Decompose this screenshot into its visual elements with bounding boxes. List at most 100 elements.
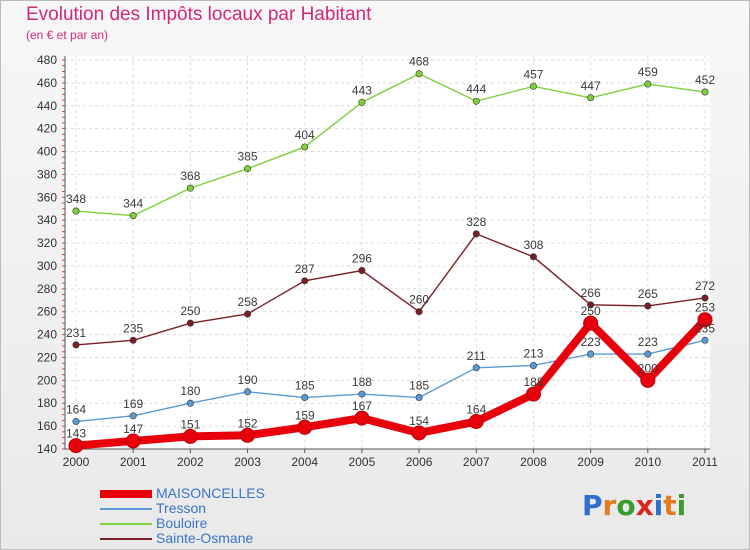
data-label-maisoncelles: 188 [523,375,543,389]
data-label-maisoncelles: 167 [352,399,372,413]
data-label-bouloire: 344 [123,197,143,211]
data-label-bouloire: 447 [581,79,601,93]
series-line-tresson [75,339,706,423]
data-point-bouloire [587,94,595,102]
data-label-sainte-osmane: 328 [466,215,486,229]
y-tick-label: 140 [37,442,57,456]
legend-label: Bouloire [156,515,208,531]
data-point-sainte-osmane [644,302,652,310]
y-tick-label: 180 [37,396,57,410]
legend-swatch [100,508,152,510]
data-point-tresson [301,394,309,402]
data-label-maisoncelles: 253 [695,301,715,315]
data-point-maisoncelles [240,427,256,443]
data-label-maisoncelles: 159 [295,408,315,422]
logo-letter: t [663,489,677,522]
logo-letter: r [602,489,617,522]
legend-swatch [100,490,152,498]
data-point-maisoncelles [640,372,656,388]
data-point-tresson [587,350,595,358]
x-tick-label: 2002 [177,455,204,469]
series-line-sainte-osmane [75,233,706,346]
chart-subtitle: (en € et par an) [26,28,109,42]
legend-item: Tresson [100,501,320,516]
x-tick-label: 2004 [291,455,318,469]
y-tick-label: 400 [37,145,57,159]
y-tick-label: 300 [37,259,57,273]
data-point-sainte-osmane [587,301,595,309]
y-tick-label: 200 [37,373,57,387]
chart-legend: MAISONCELLES Tresson Bouloire Sainte-Osmane [100,486,320,546]
data-label-maisoncelles: 152 [238,416,258,430]
data-point-bouloire [701,88,709,96]
data-label-bouloire: 368 [180,169,200,183]
logo-letter: P [582,489,603,522]
y-tick-label: 320 [37,236,57,250]
data-label-sainte-osmane: 235 [123,321,143,335]
data-label-bouloire: 444 [466,82,486,96]
logo-letter: i [676,489,687,522]
data-point-bouloire [72,207,80,215]
y-tick-label: 480 [37,53,57,67]
data-label-maisoncelles: 143 [66,427,86,441]
data-point-sainte-osmane [701,294,709,302]
data-label-sainte-osmane: 265 [638,287,658,301]
data-point-bouloire [186,184,194,192]
data-label-tresson: 185 [295,379,315,393]
legend-item: Bouloire [100,516,320,531]
data-point-maisoncelles [697,312,713,328]
x-tick-label: 2001 [120,455,147,469]
data-point-sainte-osmane [301,277,309,285]
x-tick-label: 2011 [692,455,718,469]
x-tick-label: 2006 [406,455,433,469]
data-label-maisoncelles: 200 [638,361,658,375]
data-point-sainte-osmane [244,310,252,318]
data-label-sainte-osmane: 266 [581,286,601,300]
x-tick-label: 2008 [520,455,547,469]
legend-item: Sainte-Osmane [100,531,320,546]
chart-title: Evolution des Impôts locaux par Habitant [26,4,372,25]
y-tick-label: 260 [37,305,57,319]
legend-swatch [100,538,152,540]
legend-swatch [100,523,152,525]
data-label-sainte-osmane: 308 [523,238,543,252]
x-tick-label: 2005 [349,455,376,469]
data-point-bouloire [358,98,366,106]
data-point-maisoncelles [125,433,141,449]
data-label-tresson: 185 [409,379,429,393]
data-label-sainte-osmane: 250 [180,304,200,318]
data-label-tresson: 164 [66,403,86,417]
legend-label: Sainte-Osmane [156,530,254,546]
legend-label: MAISONCELLES [156,485,265,501]
y-tick-label: 160 [37,419,57,433]
data-point-tresson [358,390,366,398]
logo-letter: o [616,489,636,522]
data-label-sainte-osmane: 231 [66,326,86,340]
series-line-maisoncelles [72,315,709,450]
data-label-tresson: 180 [180,384,200,398]
x-tick-label: 2010 [634,455,661,469]
data-point-bouloire [244,165,252,173]
data-point-tresson [129,412,137,420]
data-point-sainte-osmane [186,319,194,327]
data-label-bouloire: 459 [638,65,658,79]
series-line-bouloire [75,72,706,217]
x-tick-label: 2007 [463,455,490,469]
data-point-tresson [72,418,80,426]
data-label-bouloire: 385 [238,150,258,164]
y-tick-label: 440 [37,99,57,113]
data-point-maisoncelles [525,386,541,402]
x-tick-label: 2003 [234,455,261,469]
y-tick-label: 340 [37,213,57,227]
data-point-maisoncelles [182,428,198,444]
x-tick-label: 2009 [577,455,604,469]
data-point-maisoncelles [583,315,599,331]
data-point-maisoncelles [468,414,484,430]
data-label-maisoncelles: 147 [123,422,143,436]
y-tick-label: 240 [37,328,57,342]
data-point-sainte-osmane [415,308,423,316]
data-point-sainte-osmane [72,341,80,349]
data-label-bouloire: 443 [352,83,372,97]
data-label-tresson: 223 [581,335,601,349]
y-tick-label: 280 [37,282,57,296]
